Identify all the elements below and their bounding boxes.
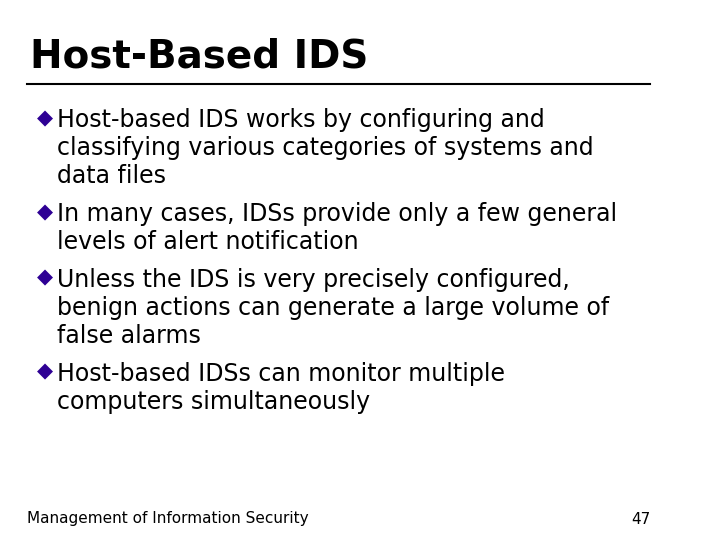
Text: levels of alert notification: levels of alert notification (57, 230, 359, 254)
Text: computers simultaneously: computers simultaneously (57, 390, 370, 414)
Text: Host-Based IDS: Host-Based IDS (30, 38, 369, 76)
Text: Host-based IDSs can monitor multiple: Host-based IDSs can monitor multiple (57, 362, 505, 386)
Text: In many cases, IDSs provide only a few general: In many cases, IDSs provide only a few g… (57, 202, 617, 226)
Text: ◆: ◆ (37, 268, 53, 288)
Text: ◆: ◆ (37, 108, 53, 128)
Text: classifying various categories of systems and: classifying various categories of system… (57, 136, 593, 160)
Text: ◆: ◆ (37, 202, 53, 222)
Text: Host-based IDS works by configuring and: Host-based IDS works by configuring and (57, 108, 545, 132)
Text: false alarms: false alarms (57, 324, 201, 348)
Text: data files: data files (57, 164, 166, 188)
Text: 47: 47 (631, 511, 650, 526)
Text: Management of Information Security: Management of Information Security (27, 511, 308, 526)
Text: benign actions can generate a large volume of: benign actions can generate a large volu… (57, 296, 609, 320)
Text: Unless the IDS is very precisely configured,: Unless the IDS is very precisely configu… (57, 268, 570, 292)
Text: ◆: ◆ (37, 362, 53, 382)
